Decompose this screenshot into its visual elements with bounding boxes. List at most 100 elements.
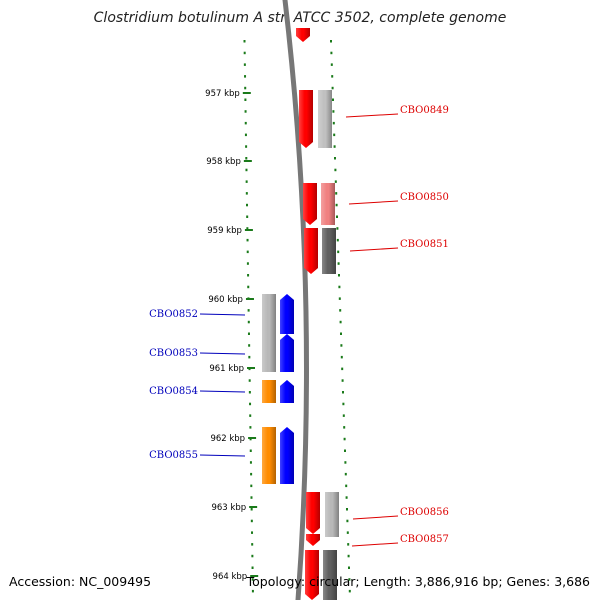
left-tick-dot xyxy=(247,274,250,277)
left-tick-dot xyxy=(244,98,247,101)
left-tick-dot xyxy=(248,344,251,347)
forward-label-leader xyxy=(345,113,399,118)
left-tick-dot xyxy=(247,309,250,312)
left-tick-dot xyxy=(245,168,248,172)
left-tick-dot xyxy=(244,133,247,137)
right-tick-dot xyxy=(343,449,346,452)
left-tick-dot xyxy=(247,285,250,289)
map-title: Clostridium botulinum A str. ATCC 3502, … xyxy=(93,10,507,26)
right-tick-dot xyxy=(333,145,336,148)
left-tick-dot xyxy=(251,578,254,581)
right-tick-dot xyxy=(337,262,340,265)
reverse-feature-block xyxy=(262,427,276,484)
left-tick-dot xyxy=(250,484,253,488)
forward-feature-block xyxy=(321,183,335,225)
left-tick-dot xyxy=(243,51,246,55)
right-tick-dot xyxy=(338,297,341,300)
kbp-label: 964 kbp xyxy=(213,572,248,582)
accession-text: Accession: NC_009495 xyxy=(9,574,152,589)
left-tick-dot xyxy=(249,426,252,429)
left-tick-dot xyxy=(251,543,254,546)
kbp-label: 960 kbp xyxy=(208,295,243,305)
genome-backbone xyxy=(282,0,309,600)
forward-feature-block xyxy=(325,492,339,537)
left-tick-dot xyxy=(246,203,249,207)
left-tick-dot xyxy=(248,355,251,359)
left-tick-dot xyxy=(250,472,253,476)
right-tick-dot xyxy=(346,519,349,523)
right-tick-dot xyxy=(344,461,347,464)
kbp-label: 957 kbp xyxy=(205,89,240,99)
left-tick-dot xyxy=(244,86,247,90)
forward-cds-arrow xyxy=(303,183,317,225)
forward-gene-label: CBO0851 xyxy=(400,239,449,250)
left-tick-dot xyxy=(249,449,252,452)
forward-feature-block xyxy=(323,550,337,600)
right-tick-dot xyxy=(348,589,351,593)
kbp-label: 958 kbp xyxy=(206,157,241,167)
left-tick-dot xyxy=(244,75,247,78)
right-tick-dot xyxy=(340,344,343,347)
right-tick-dot xyxy=(335,215,338,218)
left-tick-dot xyxy=(246,227,249,230)
left-tick-dot xyxy=(249,461,252,464)
right-tick-dot xyxy=(336,227,339,230)
right-tick-dot xyxy=(345,484,348,488)
right-tick-dot xyxy=(332,121,335,125)
right-tick-dot xyxy=(333,133,336,137)
left-tick-dot xyxy=(245,180,248,183)
right-tick-dot xyxy=(337,250,340,254)
right-tick-dot xyxy=(330,63,333,66)
right-tick-dot xyxy=(342,402,345,406)
right-tick-dot xyxy=(334,180,337,183)
right-tick-dot xyxy=(331,98,334,101)
left-tick-dot xyxy=(249,437,252,441)
right-tick-dot xyxy=(345,496,348,499)
reverse-gene-label: CBO0853 xyxy=(149,348,198,359)
right-tick-dot xyxy=(339,320,342,324)
right-tick-dot xyxy=(331,75,334,78)
right-tick-dot xyxy=(347,543,350,546)
forward-gene-label: CBO0856 xyxy=(400,507,449,518)
right-tick-dot xyxy=(346,531,349,534)
right-tick-dot xyxy=(330,40,332,43)
forward-cds-arrow xyxy=(306,492,320,534)
right-tick-dot xyxy=(340,355,343,359)
left-tick-dot xyxy=(251,554,254,558)
reverse-feature-block xyxy=(262,380,276,403)
backbone-arc xyxy=(282,0,309,600)
forward-cds-arrow xyxy=(304,228,318,274)
forward-cds-arrow xyxy=(299,90,313,148)
kbp-label: 959 kbp xyxy=(207,226,242,236)
reverse-label-leader xyxy=(199,313,246,316)
right-tick-dot xyxy=(333,157,336,160)
left-tick-dot xyxy=(248,391,251,394)
right-tick-dot xyxy=(337,274,340,277)
right-tick-dot xyxy=(348,578,351,581)
reverse-cds-arrow xyxy=(280,294,294,334)
right-tick-dot xyxy=(341,367,344,371)
reverse-cds-arrow xyxy=(280,380,294,403)
reverse-cds-arrow xyxy=(280,427,294,484)
forward-label-leader xyxy=(351,542,399,547)
right-tick-dot xyxy=(343,437,346,441)
right-tick-dot xyxy=(347,554,350,558)
right-tick-dot xyxy=(335,203,338,207)
left-tick-dot xyxy=(245,157,248,160)
reverse-label-leader xyxy=(199,454,246,457)
left-tick-dot xyxy=(246,262,249,265)
left-tick-dot xyxy=(248,379,251,382)
left-tick-dot xyxy=(250,496,253,499)
reverse-gene-label: CBO0855 xyxy=(149,450,198,461)
forward-cds-arrow xyxy=(305,550,319,600)
kbp-ticks: 957 kbp 958 kbp 959 kbp 960 kbp 961 kbp 962 k… xyxy=(205,89,259,582)
topology-text: Topology: circular; Length: 3,886,916 bp… xyxy=(246,574,590,589)
left-tick-dot xyxy=(245,145,248,148)
reverse-cds-arrow xyxy=(280,334,294,372)
left-tick-dot xyxy=(244,110,247,113)
right-tick-dot xyxy=(339,309,342,312)
left-tick-dot xyxy=(246,250,249,254)
kbp-label: 961 kbp xyxy=(209,364,244,374)
right-tick-dot xyxy=(330,51,333,55)
